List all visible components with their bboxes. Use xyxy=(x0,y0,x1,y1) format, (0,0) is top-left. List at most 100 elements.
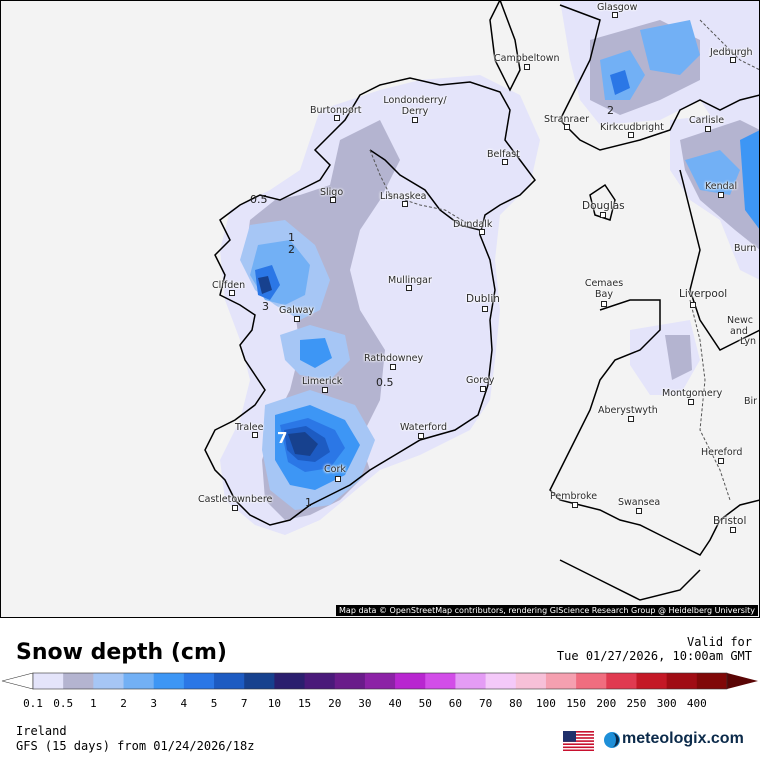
contour-label: 1 xyxy=(288,231,295,244)
city-label: Galway xyxy=(279,305,315,316)
borders xyxy=(369,19,760,501)
contour-label: 2 xyxy=(288,243,295,256)
city-label: and xyxy=(730,326,748,337)
city-dot xyxy=(600,212,606,218)
contour-label: 2 xyxy=(607,104,614,117)
color-scale-ticks: 0.1 0.5 1 2 3 4 5 7 10 15 20 30 40 50 60 70 80 100 150 200 2… xyxy=(0,697,760,711)
map[interactable]: Glasgow Jedburgh Campbeltown Stranraer K… xyxy=(0,0,760,618)
city-dot xyxy=(330,197,336,203)
city-label: Mullingar xyxy=(388,275,432,286)
scale-swatch xyxy=(63,673,94,689)
city-label: Stranraer xyxy=(544,114,589,125)
color-scale-bar xyxy=(1,672,758,690)
city-label: Newc xyxy=(727,315,753,326)
scale-swatch xyxy=(576,673,607,689)
city-dot xyxy=(480,386,486,392)
city-label: Pembroke xyxy=(550,491,598,502)
city-dot xyxy=(390,364,396,370)
city-dot xyxy=(294,316,300,322)
city-dot xyxy=(636,508,642,514)
scale-swatch xyxy=(666,673,698,689)
contour-label: 0.5 xyxy=(376,376,394,389)
scale-tick-label: 0.5 xyxy=(53,697,74,710)
city-label: Glasgow xyxy=(597,2,638,13)
city-dot xyxy=(612,12,618,18)
scale-swatch xyxy=(636,673,668,689)
city-label: Belfast xyxy=(487,149,520,160)
city-dot xyxy=(418,433,424,439)
scale-tick-label: 200 xyxy=(596,697,617,710)
city-dot xyxy=(479,229,485,235)
city-label: Bristol xyxy=(713,515,747,527)
city-dot xyxy=(718,458,724,464)
city-label: Cork xyxy=(324,464,346,475)
scale-swatch xyxy=(274,673,306,689)
scale-tick-label: 1 xyxy=(90,697,97,710)
scale-swatch xyxy=(33,673,64,689)
scale-swatch xyxy=(153,673,185,689)
city-dot xyxy=(718,192,724,198)
scale-tick-label: 60 xyxy=(448,697,463,710)
contour-label: 0.5 xyxy=(250,193,268,206)
scale-tick-label: 100 xyxy=(536,697,556,710)
scale-tick-label: 150 xyxy=(566,697,587,710)
scale-swatch xyxy=(334,673,366,689)
city-label: Waterford xyxy=(400,422,448,433)
contour-label: 3 xyxy=(262,300,269,313)
city-label: Campbeltown xyxy=(494,53,560,64)
city-label: Lisnaskea xyxy=(380,191,427,202)
city-label: Bir xyxy=(744,396,758,407)
city-dot xyxy=(628,132,634,138)
city-label: Rathdowney xyxy=(364,353,424,364)
city-label: Jedburgh xyxy=(710,47,753,58)
city-label: Cemaes Bay xyxy=(584,278,624,300)
city-label: Liverpool xyxy=(679,288,728,300)
scale-swatch xyxy=(455,673,487,689)
scale-tick-label: 15 xyxy=(297,697,312,710)
scale-tick-label: 30 xyxy=(358,697,372,710)
city-label: Tralee xyxy=(235,422,264,433)
contour-label-max: 7 xyxy=(277,429,288,447)
region-label: Ireland xyxy=(16,724,67,738)
city-dot xyxy=(232,505,238,511)
city-dot xyxy=(688,399,694,405)
city-label: Dundalk xyxy=(453,219,493,230)
model-run-label: GFS (15 days) from 01/24/2026/18z xyxy=(16,739,255,753)
city-label: Burn xyxy=(734,243,757,254)
scale-tick-label: 40 xyxy=(388,697,402,710)
city-dot xyxy=(322,387,328,393)
city-dot xyxy=(705,126,711,132)
valid-time: Tue 01/27/2026, 10:00am GMT xyxy=(556,649,752,663)
scale-arrow-high xyxy=(727,673,758,689)
city-dot xyxy=(252,432,258,438)
scale-swatch xyxy=(183,673,215,689)
us-flag-icon[interactable] xyxy=(563,731,594,751)
scale-swatch xyxy=(696,673,728,689)
scale-outline xyxy=(32,672,728,690)
scale-swatch xyxy=(244,673,275,689)
city-label: Montgomery xyxy=(662,388,723,399)
city-label: Dublin xyxy=(466,293,500,305)
scale-tick-label: 20 xyxy=(328,697,342,710)
city-dot xyxy=(730,57,736,63)
city-dot xyxy=(572,502,578,508)
scale-swatch xyxy=(515,673,547,689)
city-label: Lyn xyxy=(740,336,757,347)
scale-tick-label: 300 xyxy=(656,697,677,710)
city-dot xyxy=(690,302,696,308)
city-dot xyxy=(406,285,412,291)
scale-tick-label: 3 xyxy=(150,697,157,710)
brand-name[interactable]: meteologix.com xyxy=(622,730,744,747)
scale-swatch xyxy=(364,673,396,689)
city-label: Douglas xyxy=(582,200,625,212)
city-dot xyxy=(335,476,341,482)
scale-swatch xyxy=(304,673,336,689)
scale-swatch xyxy=(545,673,577,689)
scale-arrow-low xyxy=(1,672,34,690)
city-label: Carlisle xyxy=(689,115,725,126)
scale-tick-label: 70 xyxy=(478,697,493,710)
city-label: Londonderry/ Derry xyxy=(383,95,447,117)
legend-title: Snow depth (cm) xyxy=(16,640,227,665)
city-label: Kirkcudbright xyxy=(600,122,664,133)
city-dot xyxy=(564,124,570,130)
